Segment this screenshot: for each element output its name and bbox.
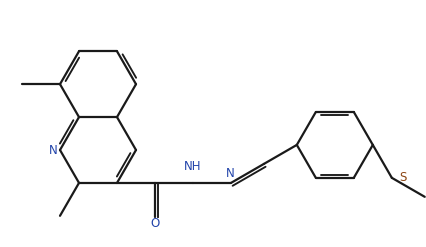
Text: N: N xyxy=(226,167,234,180)
Text: NH: NH xyxy=(184,160,202,173)
Text: O: O xyxy=(150,217,160,230)
Text: N: N xyxy=(49,144,58,157)
Text: S: S xyxy=(399,171,406,184)
